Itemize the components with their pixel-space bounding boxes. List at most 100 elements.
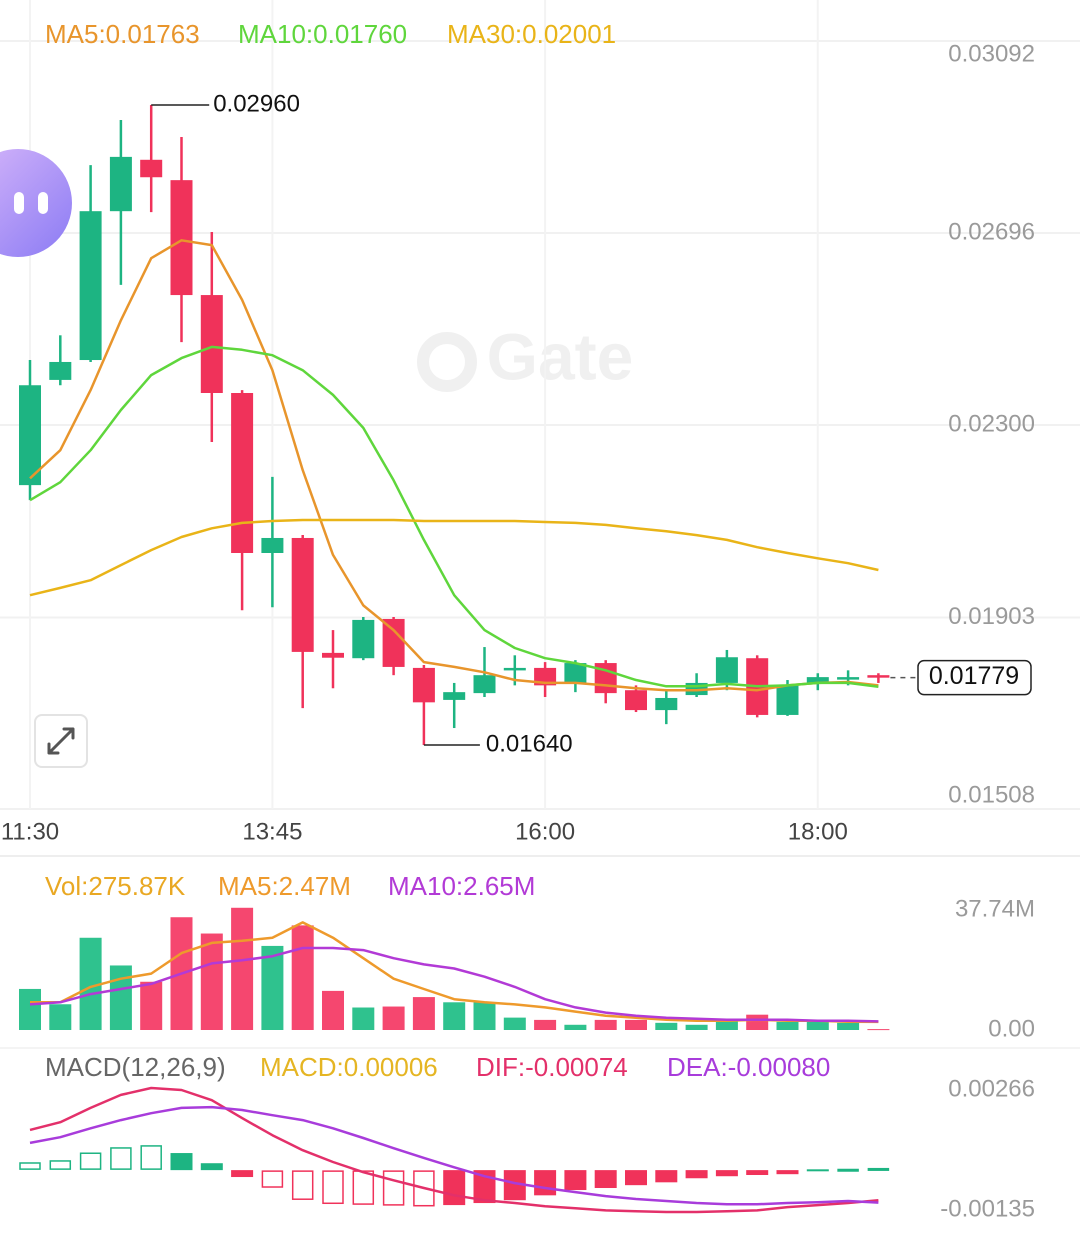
y-tick-label: -0.00135 <box>940 1195 1035 1222</box>
x-tick-label: 13:45 <box>242 818 302 845</box>
volume-bar <box>746 1014 769 1030</box>
assistant-eye <box>14 192 24 214</box>
legend-entry: MA5:2.47M <box>218 871 351 901</box>
volume-bar <box>534 1019 557 1030</box>
macd-bar <box>746 1170 769 1176</box>
candle-body <box>261 537 284 553</box>
last-price-label: 0.01779 <box>929 662 1019 690</box>
candle-body <box>655 697 678 711</box>
volume-bar <box>412 997 435 1030</box>
macd-bar <box>49 1160 72 1170</box>
macd-bar <box>776 1170 799 1175</box>
candle-body <box>200 295 223 393</box>
volume-bar <box>443 1002 466 1030</box>
candle-body <box>352 619 375 659</box>
expand-icon <box>47 727 75 755</box>
candle-body <box>625 690 647 711</box>
ma-line <box>29 946 879 1023</box>
macd-bar <box>837 1168 859 1172</box>
macd-bar <box>140 1145 162 1170</box>
volume-bar <box>231 907 254 1030</box>
volume-bar <box>655 1022 678 1030</box>
ma-line <box>29 1105 879 1206</box>
candle-body <box>837 677 860 680</box>
macd-bar <box>715 1170 738 1177</box>
macd-bar <box>564 1170 587 1191</box>
macd-bar <box>382 1170 405 1206</box>
candle-body <box>170 180 193 296</box>
volume-bar <box>806 1021 829 1030</box>
volume-bar <box>715 1019 738 1030</box>
watermark-text: Gate <box>487 319 634 393</box>
volume-bar <box>867 1029 890 1031</box>
min-label: 0.01640 <box>486 730 573 757</box>
legend-entry: MA5:0.01763 <box>45 19 200 49</box>
macd-bar <box>170 1153 193 1171</box>
candle-body <box>564 663 587 683</box>
ma-line <box>29 239 879 692</box>
macd-bar <box>503 1170 526 1201</box>
assistant-button[interactable] <box>0 149 72 257</box>
candle-body <box>534 667 557 686</box>
legend-entry: MA30:0.02001 <box>447 19 616 49</box>
candle-body <box>776 685 799 715</box>
macd-bar <box>443 1170 466 1206</box>
candle-body <box>473 675 496 694</box>
macd-bar <box>655 1170 678 1183</box>
volume-bar <box>776 1021 799 1030</box>
candle-body <box>412 667 435 703</box>
macd-bar <box>322 1170 344 1205</box>
candle-body <box>806 677 829 683</box>
volume-bar <box>291 925 314 1030</box>
volume-bar <box>625 1019 647 1030</box>
max-label: 0.02960 <box>213 90 300 117</box>
macd-bar <box>685 1170 708 1179</box>
legend-entry: MA10:2.65M <box>388 871 535 901</box>
macd-bar <box>534 1170 557 1196</box>
candle-body <box>19 385 41 486</box>
assistant-eye <box>38 192 48 214</box>
legend-entry: MACD:0.00006 <box>260 1052 438 1082</box>
y-tick-label: 0.01903 <box>948 603 1035 630</box>
legend-entry: DIF:-0.00074 <box>476 1052 628 1082</box>
macd-bar <box>625 1170 647 1186</box>
legend-entry: MACD(12,26,9) <box>45 1052 226 1082</box>
macd-bar <box>110 1147 132 1170</box>
candle-body <box>109 156 132 212</box>
volume-bar <box>564 1024 587 1030</box>
candle-body <box>503 667 526 671</box>
x-tick-label: 11:30 <box>1 818 59 845</box>
volume-bar <box>19 988 41 1030</box>
candle-body <box>291 537 314 652</box>
macd-bar <box>79 1152 102 1170</box>
y-tick-label: 37.74M <box>955 895 1035 922</box>
candle-body <box>49 361 72 380</box>
macd-bar <box>200 1163 223 1171</box>
candle-body <box>79 211 102 361</box>
y-tick-label: 0.00266 <box>948 1075 1035 1102</box>
ma-line <box>29 518 879 597</box>
candle-body <box>382 618 405 667</box>
volume-bar <box>49 1004 72 1030</box>
y-tick-label: 0.00 <box>988 1015 1035 1042</box>
ma-line <box>29 1086 879 1214</box>
expand-button[interactable] <box>34 714 88 768</box>
volume-bar <box>322 990 344 1030</box>
macd-bar <box>19 1162 41 1170</box>
legend-entry: Vol:275.87K <box>45 871 186 901</box>
legend-entry: MA10:0.01760 <box>238 19 407 49</box>
volume-bar <box>685 1024 708 1030</box>
candle-body <box>231 393 254 553</box>
volume-bar <box>200 933 223 1030</box>
volume-bar <box>837 1022 860 1030</box>
candle-body <box>867 675 890 678</box>
volume-bar <box>473 1002 496 1030</box>
macd-bar <box>231 1170 254 1178</box>
macd-bar <box>291 1170 314 1200</box>
candle-body <box>322 652 344 658</box>
macd-bar <box>594 1170 617 1189</box>
x-tick-label: 18:00 <box>788 818 848 845</box>
ma-line <box>29 345 879 689</box>
assistant-bubble[interactable] <box>0 149 72 257</box>
